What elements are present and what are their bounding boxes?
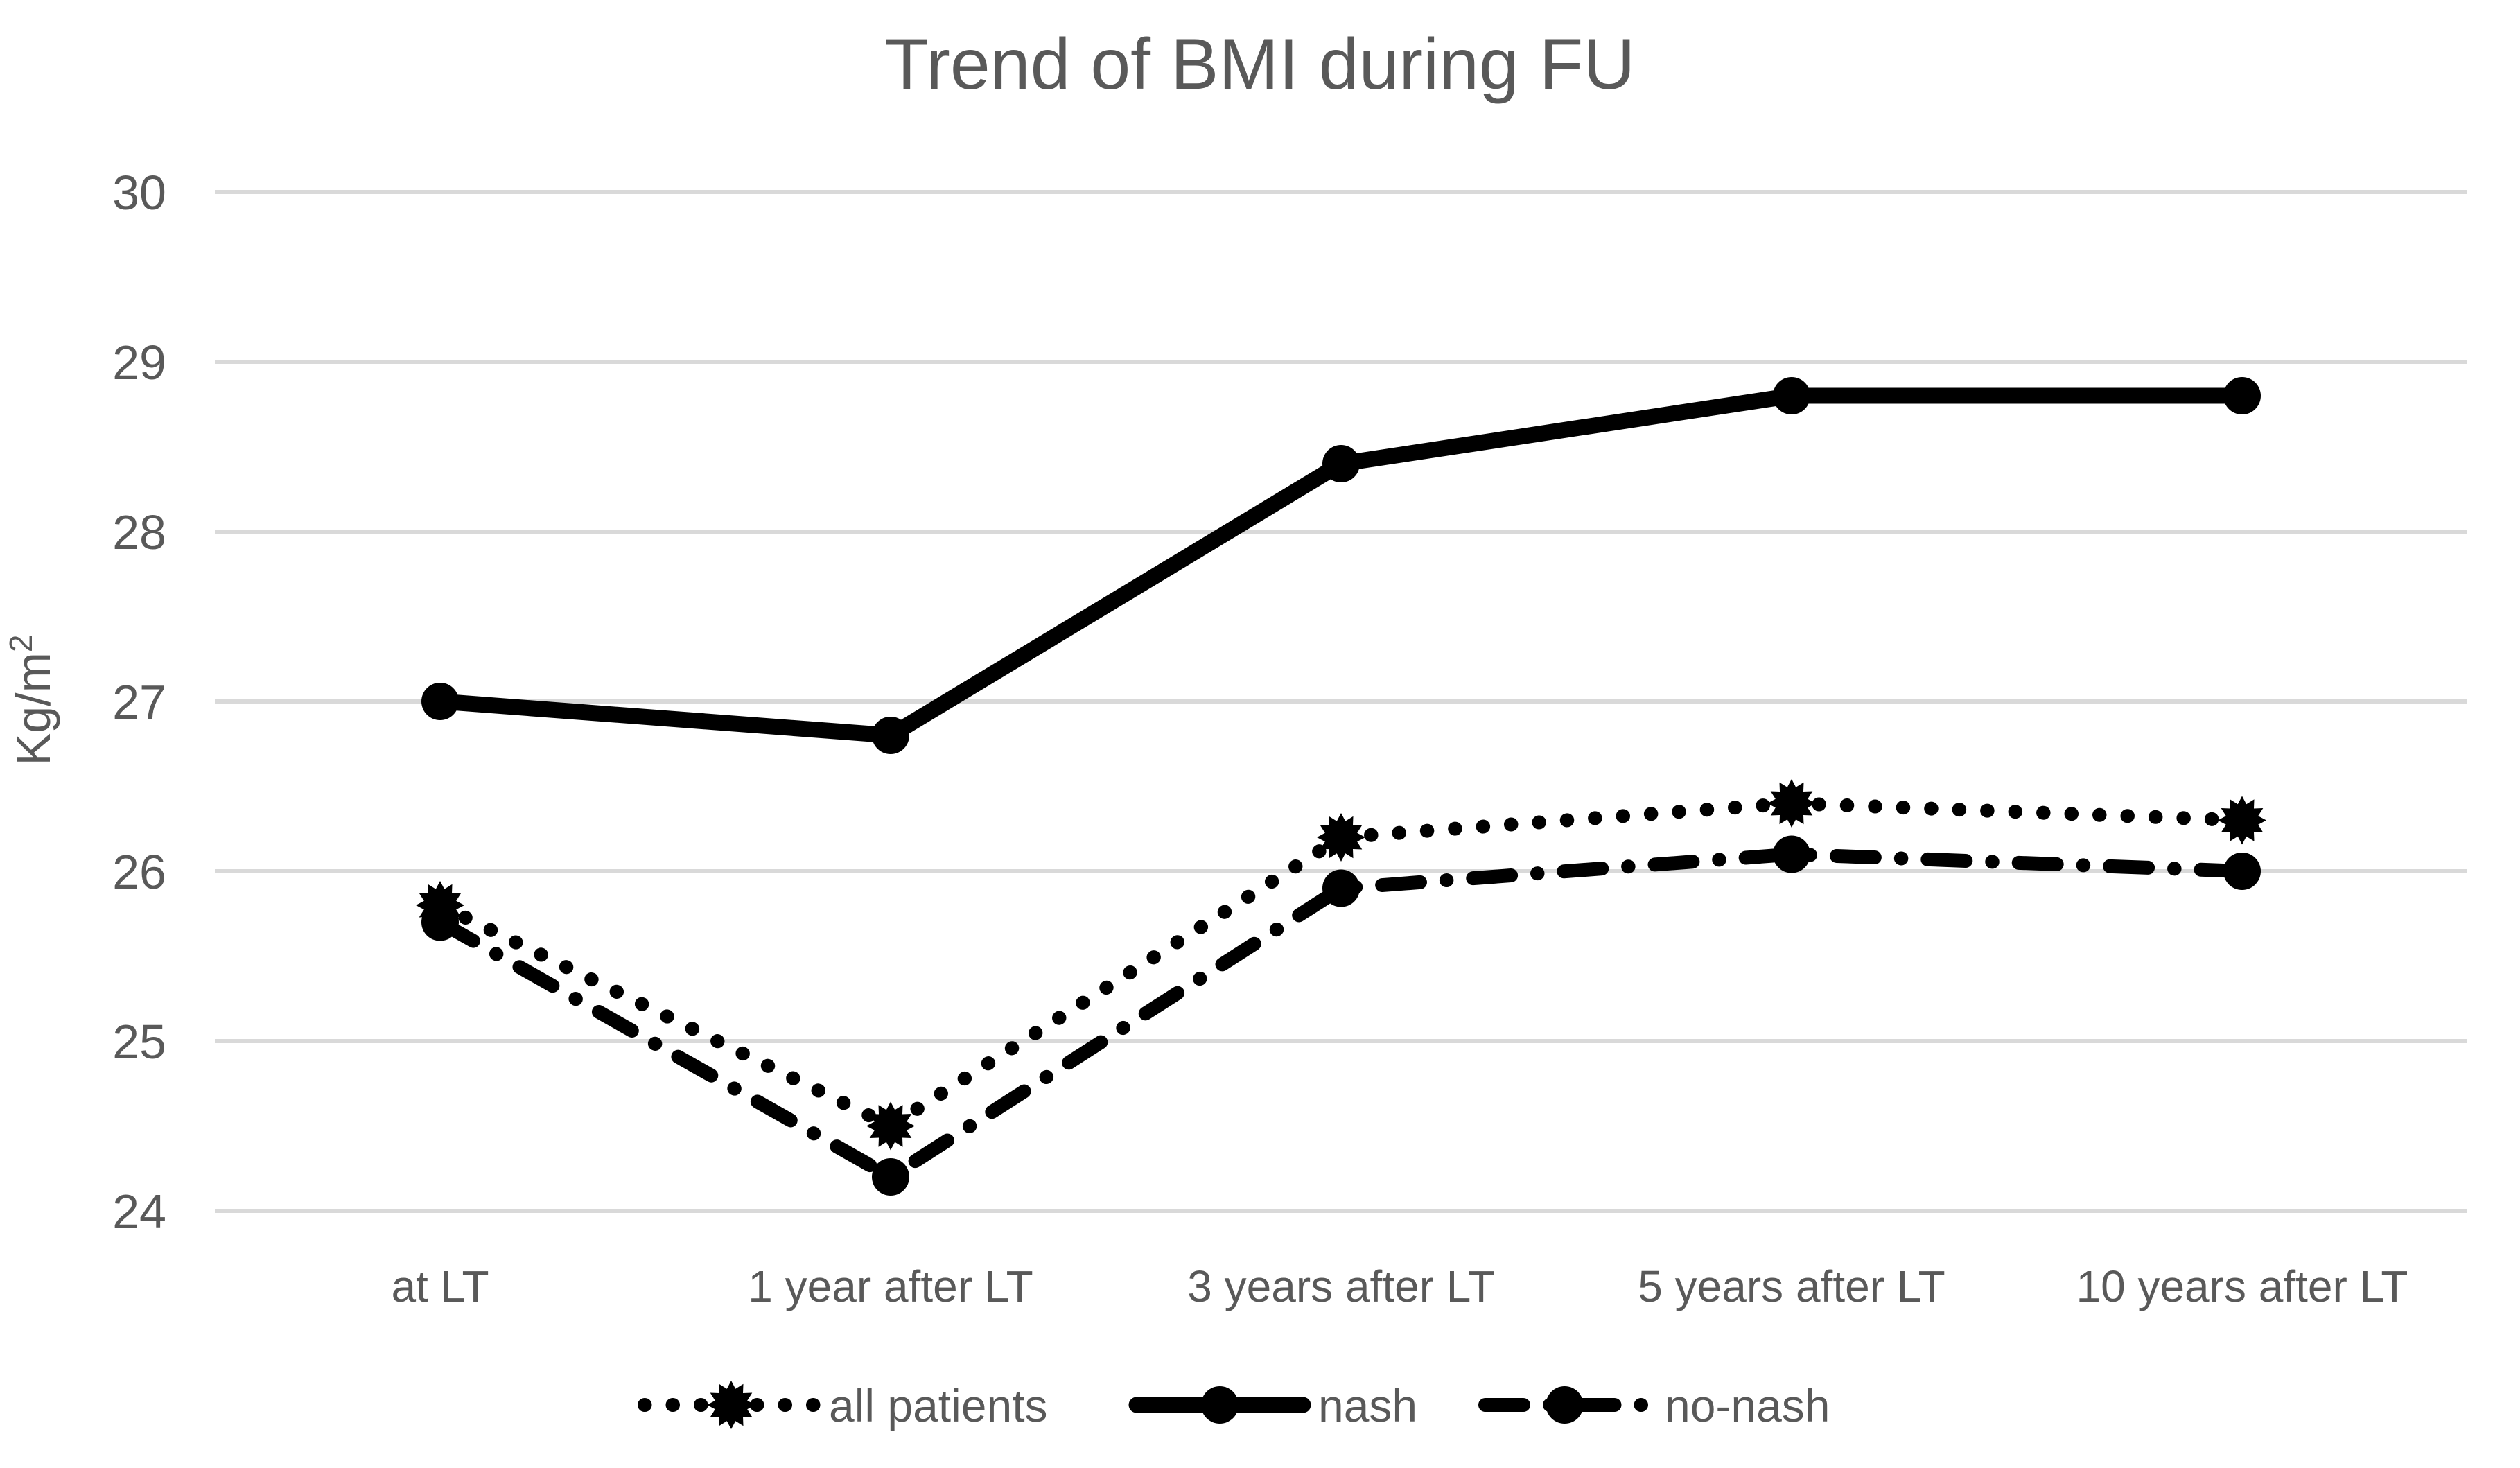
legend-label-nash: nash [1318, 1380, 1417, 1431]
data-point-no-nash-5 [2223, 853, 2261, 890]
y-axis-title-base: Kg/m [6, 652, 60, 765]
y-tick-label-26: 26 [112, 845, 166, 899]
y-tick-label-30: 30 [112, 166, 166, 220]
y-tick-label-28: 28 [112, 505, 166, 559]
y-tick-label-25: 25 [112, 1015, 166, 1069]
data-point-nash-1 [421, 683, 459, 720]
y-tick-label-27: 27 [112, 675, 166, 729]
data-point-nash-4 [1773, 377, 1810, 414]
data-point-nash-5 [2223, 377, 2261, 414]
data-point-all-patients-2 [866, 1101, 915, 1151]
data-point-no-nash-2 [872, 1158, 909, 1196]
y-tick-label-24: 24 [112, 1185, 166, 1239]
grid-layer [215, 190, 2467, 1213]
series-layer [416, 377, 2266, 1196]
data-point-all-patients-3 [1317, 813, 1365, 862]
data-point-no-nash-3 [1322, 869, 1360, 907]
x-axis-label-1: at LT [391, 1261, 489, 1311]
y-tick-label-29: 29 [112, 335, 166, 390]
legend-swatch-layer [638, 1381, 1651, 1429]
x-axis-label-3: 3 years after LT [1187, 1261, 1494, 1311]
axis-layer: 24 25 26 27 28 29 30 at LT 1 year after LT 3 year… [112, 166, 2408, 1311]
chart-title: Trend of BMI during FU [885, 24, 1636, 105]
data-point-all-patients-4 [1767, 779, 1816, 828]
y-axis-title-superscript: 2 [3, 635, 39, 653]
x-axis-label-5: 10 years after LT [2076, 1261, 2408, 1311]
x-axis-label-2: 1 year after LT [748, 1261, 1033, 1311]
x-axis-label-4: 5 years after LT [1638, 1261, 1945, 1311]
legend-swatch-marker-no-nash [1546, 1386, 1584, 1424]
legend-label-no-nash: no-nash [1665, 1380, 1830, 1431]
series-line-no-nash [433, 847, 2249, 1184]
legend-label-all-patients: all patients [829, 1380, 1048, 1431]
data-point-all-patients-5 [2218, 796, 2266, 845]
data-point-no-nash-1 [421, 903, 459, 941]
data-point-nash-2 [872, 717, 909, 754]
data-point-no-nash-4 [1773, 835, 1810, 873]
data-point-nash-3 [1322, 445, 1360, 482]
legend-swatch-marker-all-patients [707, 1381, 755, 1429]
legend-swatch-marker-nash [1201, 1386, 1239, 1424]
y-axis-title: Kg/m2 [3, 635, 60, 766]
